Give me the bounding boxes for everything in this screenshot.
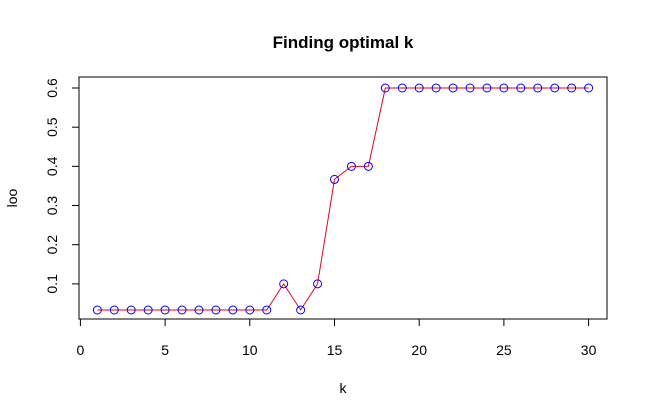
data-point: [397, 83, 407, 93]
data-point: [313, 279, 323, 289]
plot-frame: [78, 76, 608, 320]
y-axis: 0.1 0.2 0.3 0.4 0.5 0.6: [44, 78, 80, 294]
data-point: [126, 305, 136, 315]
data-point: [567, 83, 577, 93]
data-point: [448, 83, 458, 93]
x-tick-label: 25: [496, 342, 512, 358]
data-point: [262, 305, 272, 315]
data-point: [330, 174, 339, 184]
data-point: [465, 83, 475, 93]
y-tick-label: 0.6: [44, 78, 60, 98]
data-point: [516, 83, 526, 93]
y-tick-label: 0.5: [44, 117, 60, 137]
data-point: [584, 83, 594, 93]
data-point: [296, 305, 306, 315]
y-axis-label: loo: [4, 188, 20, 207]
y-tick-label: 0.3: [44, 196, 60, 216]
data-point: [550, 83, 560, 93]
data-point: [414, 83, 424, 93]
data-point: [380, 83, 390, 93]
y-tick-label: 0.4: [44, 156, 60, 176]
data-point: [211, 305, 221, 315]
data-point: [109, 305, 119, 315]
x-axis: 0 5 10 15 20 25 30: [77, 318, 597, 358]
data-point: [533, 83, 543, 93]
data-point: [279, 279, 289, 289]
x-tick-label: 30: [581, 342, 597, 358]
x-tick-label: 15: [327, 342, 343, 358]
data-point: [228, 305, 238, 315]
x-tick-label: 0: [77, 342, 85, 358]
x-axis-label: k: [340, 380, 348, 396]
x-tick-label: 5: [161, 342, 169, 358]
data-point: [499, 83, 509, 93]
data-point: [143, 305, 153, 315]
y-tick-label: 0.1: [44, 274, 60, 294]
data-point: [431, 83, 441, 93]
y-tick-label: 0.2: [44, 235, 60, 255]
data-point: [363, 161, 373, 171]
data-point: [346, 161, 356, 171]
data-point: [194, 305, 204, 315]
x-tick-label: 10: [242, 342, 258, 358]
chart-title: Finding optimal k: [273, 33, 414, 52]
data-point: [482, 83, 492, 93]
data-point: [92, 305, 102, 315]
data-point: [245, 305, 255, 315]
series-line: [97, 87, 589, 311]
data-point: [177, 305, 187, 315]
series-layer: [92, 83, 594, 315]
data-point: [160, 305, 170, 315]
x-tick-label: 20: [411, 342, 427, 358]
